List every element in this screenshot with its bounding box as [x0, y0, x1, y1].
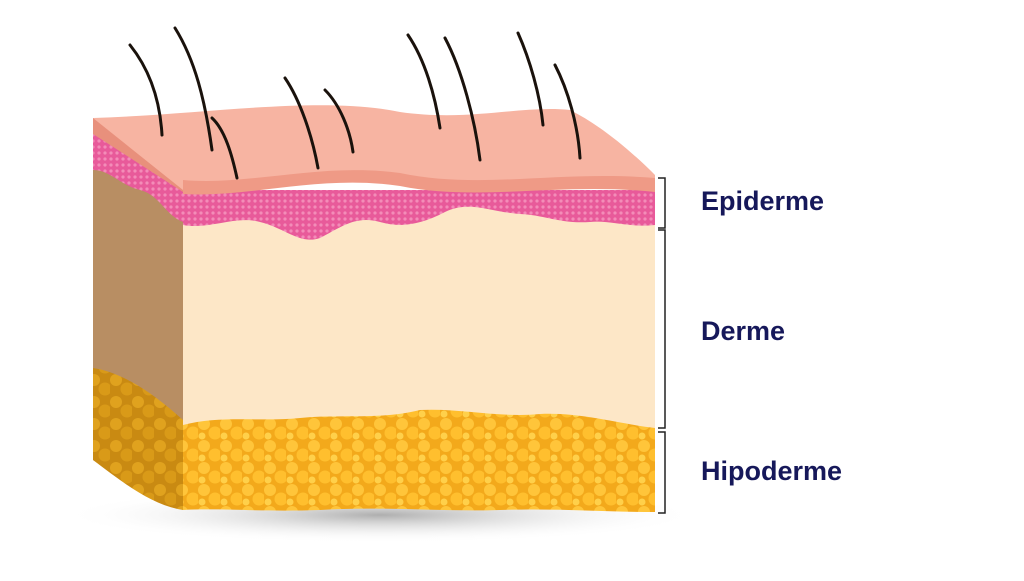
side-face: [93, 118, 183, 510]
layer-label: Hipoderme: [701, 456, 842, 486]
top-surface: [93, 105, 655, 195]
brackets: [658, 177, 666, 514]
front-face: [183, 190, 655, 512]
layer-label: Derme: [701, 316, 785, 346]
hairs: [128, 26, 582, 180]
layer-label: Epiderme: [701, 186, 824, 216]
